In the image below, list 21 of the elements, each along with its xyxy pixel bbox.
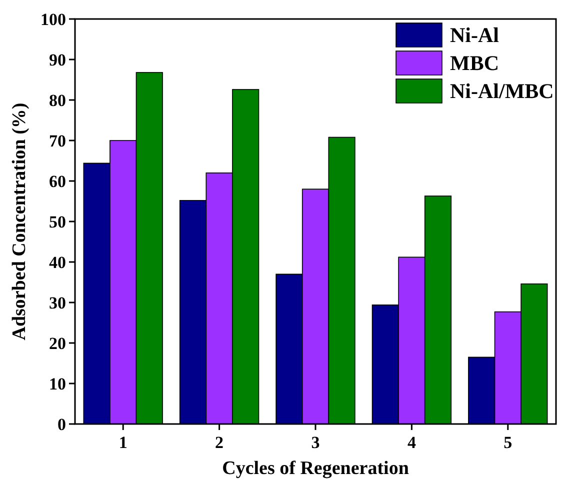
y-tick-label: 40 <box>49 252 66 272</box>
y-tick-label: 30 <box>49 293 66 312</box>
x-tick-label: 4 <box>407 433 416 452</box>
y-tick-label: 50 <box>49 212 66 232</box>
x-tick-label: 1 <box>118 433 128 452</box>
y-tick-label: 10 <box>49 374 66 394</box>
x-tick-label: 5 <box>504 433 512 452</box>
y-tick-label: 60 <box>49 172 66 191</box>
y-tick-label: 100 <box>40 10 66 29</box>
y-tick-label: 70 <box>49 131 66 150</box>
x-tick-label: 3 <box>311 433 320 452</box>
y-tick-label: 0 <box>58 414 66 434</box>
legend-label: MBC <box>450 51 499 75</box>
y-tick-label: 90 <box>49 50 66 70</box>
y-axis-title: Adsorbed Concentration (%) <box>9 102 30 340</box>
y-tick-label: 80 <box>49 90 66 110</box>
legend-label: Ni-Al <box>450 23 500 47</box>
legend-label: Ni-Al/MBC <box>450 79 554 103</box>
x-tick-label: 2 <box>215 433 224 452</box>
x-axis-title: Cycles of Regeneration <box>222 458 410 479</box>
y-tick-label: 20 <box>49 334 66 353</box>
